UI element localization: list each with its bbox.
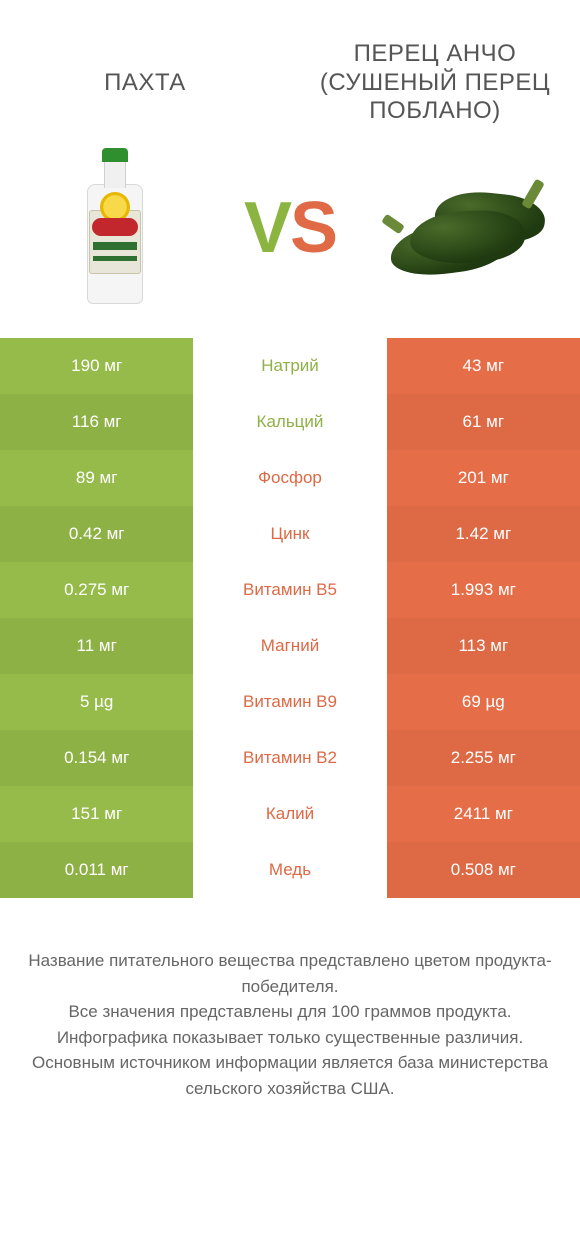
poblano-peppers-icon (380, 173, 550, 283)
buttermilk-bottle-icon (85, 148, 145, 308)
right-value: 0.508 мг (387, 842, 580, 898)
left-value: 0.275 мг (0, 562, 193, 618)
right-value: 2.255 мг (387, 730, 580, 786)
right-value: 201 мг (387, 450, 580, 506)
left-value: 5 µg (0, 674, 193, 730)
right-value: 69 µg (387, 674, 580, 730)
left-value: 116 мг (0, 394, 193, 450)
right-product-image (380, 143, 550, 313)
left-value: 151 мг (0, 786, 193, 842)
left-value: 11 мг (0, 618, 193, 674)
left-value: 190 мг (0, 338, 193, 394)
nutrient-label: Кальций (193, 394, 386, 450)
left-product-image (30, 143, 200, 313)
left-value: 0.154 мг (0, 730, 193, 786)
footer-line-4: Основным источником информации является … (20, 1050, 560, 1101)
images-row: VS (0, 138, 580, 328)
nutrient-label: Натрий (193, 338, 386, 394)
left-value: 0.011 мг (0, 842, 193, 898)
vs-label: VS (244, 192, 336, 264)
nutrient-row: 151 мгКалий2411 мг (0, 786, 580, 842)
nutrient-label: Витамин B5 (193, 562, 386, 618)
nutrient-table: 190 мгНатрий43 мг116 мгКальций61 мг89 мг… (0, 338, 580, 898)
nutrient-label: Цинк (193, 506, 386, 562)
nutrient-label: Витамин B2 (193, 730, 386, 786)
nutrient-row: 0.275 мгВитамин B51.993 мг (0, 562, 580, 618)
titles-row: ПАХТА ПЕРЕЦ АНЧО (СУШЕНЫЙ ПЕРЕЦ ПОБЛАНО) (0, 0, 580, 138)
nutrient-row: 0.42 мгЦинк1.42 мг (0, 506, 580, 562)
right-value: 61 мг (387, 394, 580, 450)
right-value: 1.42 мг (387, 506, 580, 562)
nutrient-row: 89 мгФосфор201 мг (0, 450, 580, 506)
nutrient-row: 190 мгНатрий43 мг (0, 338, 580, 394)
nutrient-row: 0.011 мгМедь0.508 мг (0, 842, 580, 898)
right-product-title: ПЕРЕЦ АНЧО (СУШЕНЫЙ ПЕРЕЦ ПОБЛАНО) (290, 28, 580, 138)
footer-line-2: Все значения представлены для 100 граммо… (20, 999, 560, 1025)
left-product-title: ПАХТА (0, 28, 290, 138)
footer-notes: Название питательного вещества представл… (0, 898, 580, 1101)
nutrient-label: Витамин B9 (193, 674, 386, 730)
nutrient-label: Медь (193, 842, 386, 898)
right-value: 113 мг (387, 618, 580, 674)
vs-s-letter: S (290, 188, 336, 268)
nutrient-label: Фосфор (193, 450, 386, 506)
left-value: 0.42 мг (0, 506, 193, 562)
footer-line-3: Инфографика показывает только существенн… (20, 1025, 560, 1051)
left-value: 89 мг (0, 450, 193, 506)
footer-line-1: Название питательного вещества представл… (20, 948, 560, 999)
nutrient-label: Магний (193, 618, 386, 674)
nutrient-row: 5 µgВитамин B969 µg (0, 674, 580, 730)
nutrient-label: Калий (193, 786, 386, 842)
nutrient-row: 116 мгКальций61 мг (0, 394, 580, 450)
nutrient-row: 0.154 мгВитамин B22.255 мг (0, 730, 580, 786)
vs-v-letter: V (244, 188, 290, 268)
right-value: 43 мг (387, 338, 580, 394)
nutrient-row: 11 мгМагний113 мг (0, 618, 580, 674)
right-value: 1.993 мг (387, 562, 580, 618)
right-value: 2411 мг (387, 786, 580, 842)
